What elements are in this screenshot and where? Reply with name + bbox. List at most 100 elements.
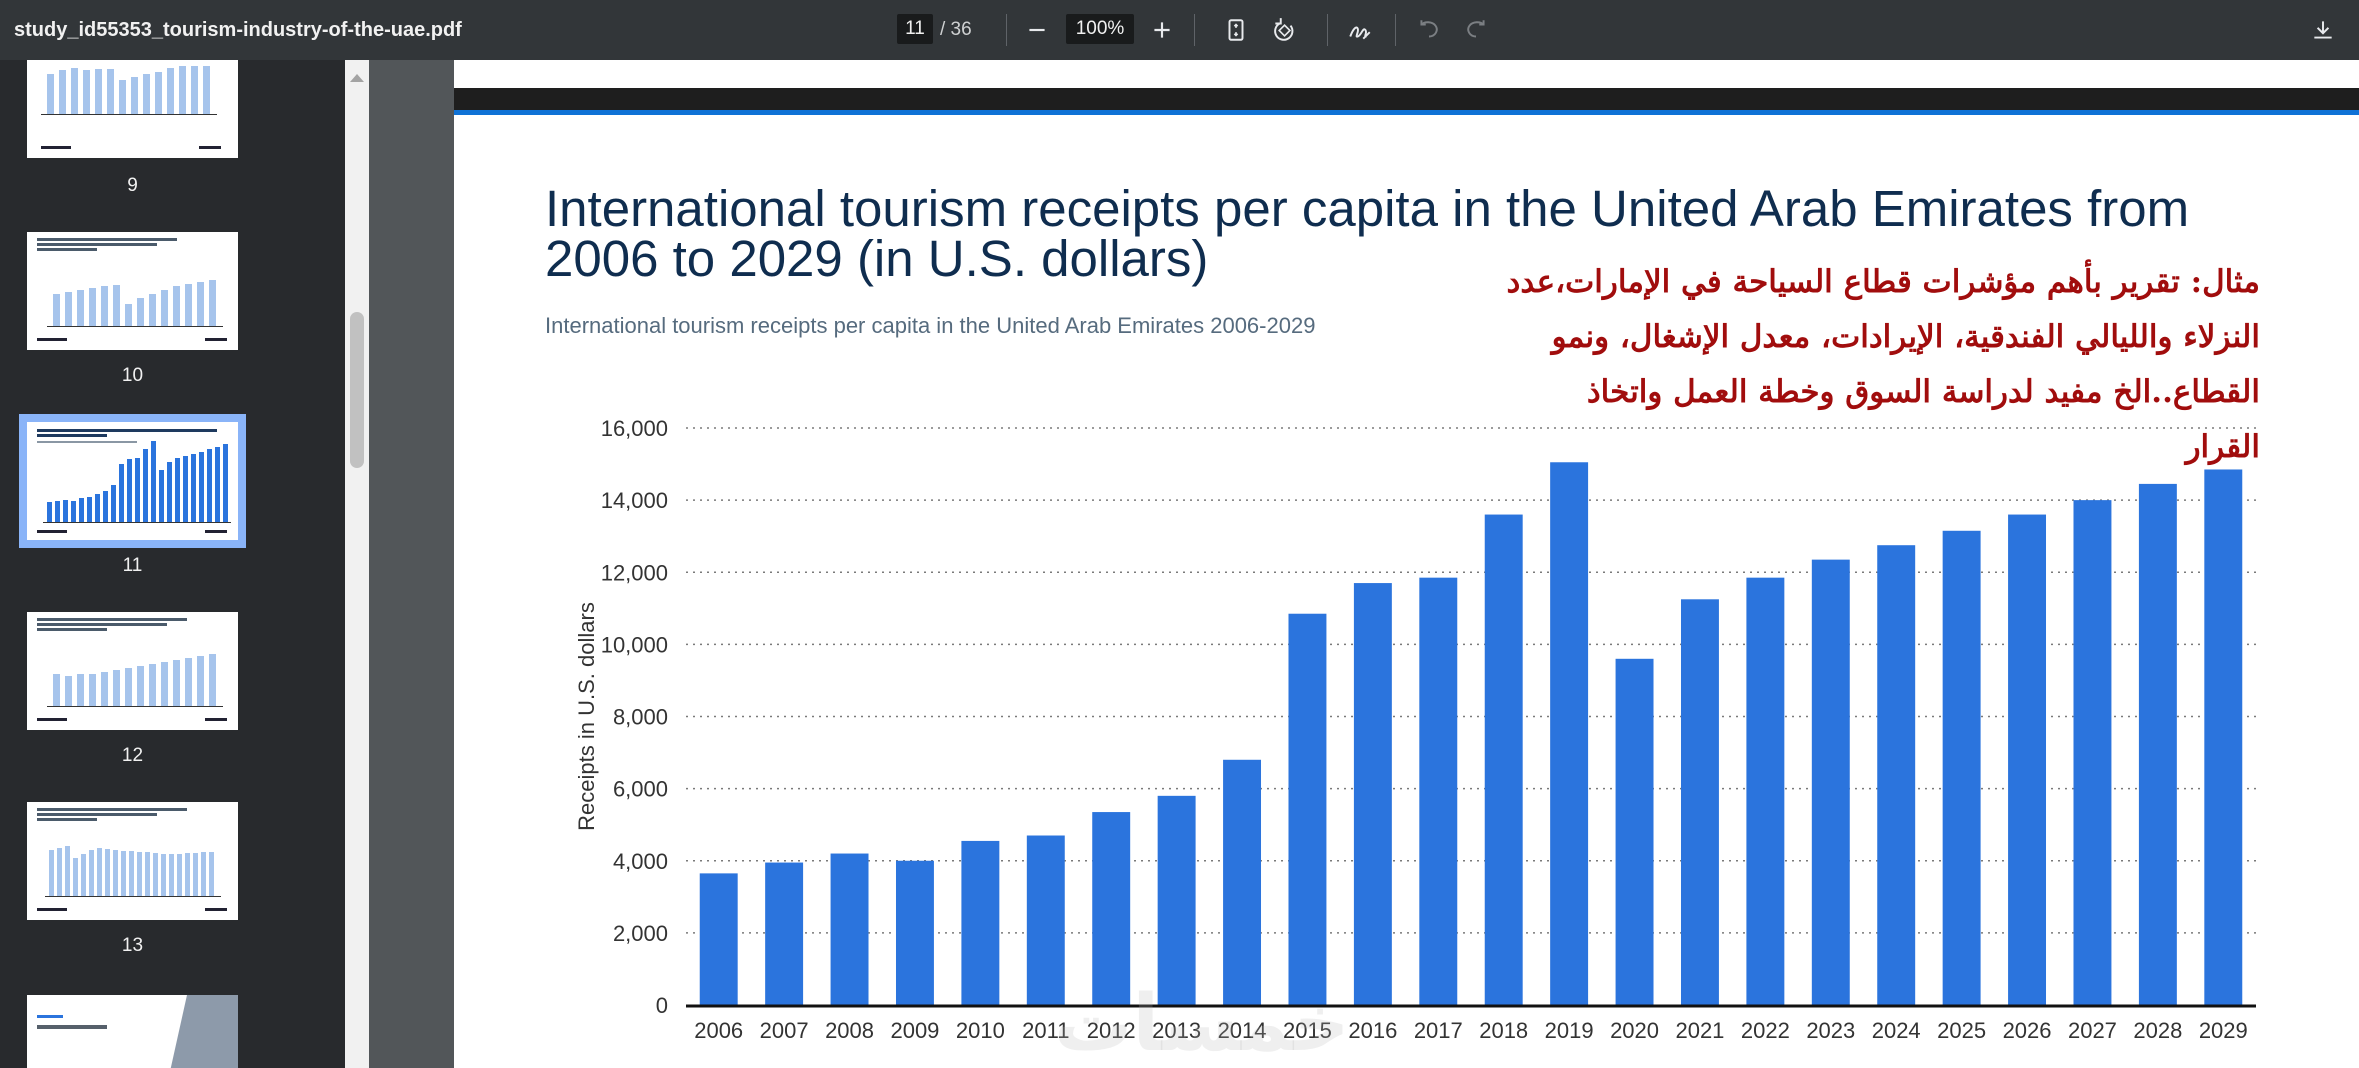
y-tick-label: 14,000	[601, 488, 668, 513]
x-tick-label: 2010	[956, 1018, 1005, 1043]
thumbnail-page-14[interactable]	[27, 995, 238, 1068]
zoom-out-button[interactable]	[1017, 10, 1057, 50]
page-header-accent	[454, 110, 2359, 115]
x-tick-label: 2014	[1218, 1018, 1267, 1043]
thumbnail-page-12[interactable]	[27, 612, 238, 730]
bar-2023[interactable]	[1811, 559, 1850, 1005]
bar-2006[interactable]	[699, 873, 738, 1005]
undo-button[interactable]	[1409, 10, 1449, 50]
y-tick-label: 6,000	[613, 777, 668, 802]
bar-2007[interactable]	[765, 862, 804, 1005]
y-tick-label: 8,000	[613, 705, 668, 730]
x-tick-label: 2027	[2068, 1018, 2117, 1043]
redo-button[interactable]	[1456, 10, 1496, 50]
plus-icon	[1154, 22, 1170, 38]
x-tick-label: 2013	[1152, 1018, 1201, 1043]
bar-2020[interactable]	[1615, 658, 1654, 1005]
thumbnail-preview	[37, 618, 227, 721]
thumbnail-label: 9	[127, 175, 138, 196]
y-tick-label: 4,000	[613, 849, 668, 874]
pdf-page: International tourism receipts per capit…	[454, 60, 2359, 1068]
bar-2019[interactable]	[1550, 462, 1589, 1005]
fit-page-button[interactable]	[1216, 10, 1256, 50]
bar-2016[interactable]	[1353, 583, 1392, 1005]
sidebar-scrollbar-thumb[interactable]	[350, 312, 364, 468]
x-tick-label: 2011	[1022, 1018, 1069, 1043]
bar-2028[interactable]	[2138, 483, 2177, 1006]
document-title: study_id55353_tourism-industry-of-the-ua…	[14, 19, 462, 41]
rotate-icon	[1274, 18, 1294, 41]
thumbnail-page-13[interactable]	[27, 802, 238, 920]
bar-2029[interactable]	[2204, 469, 2243, 1005]
minus-icon	[1029, 28, 1045, 32]
thumbnail-label: 11	[122, 555, 143, 576]
x-tick-label: 2018	[1479, 1018, 1528, 1043]
x-tick-label: 2028	[2133, 1018, 2182, 1043]
thumbnail-label: 10	[121, 365, 144, 386]
annotate-button[interactable]	[1340, 10, 1380, 50]
y-tick-label: 12,000	[601, 560, 668, 585]
bar-2011[interactable]	[1026, 835, 1065, 1005]
y-tick-label: 2,000	[613, 921, 668, 946]
y-tick-label: 16,000	[601, 416, 668, 441]
bar-2021[interactable]	[1680, 599, 1719, 1005]
toolbar-divider	[1395, 14, 1396, 46]
bar-2026[interactable]	[2008, 514, 2047, 1005]
x-tick-label: 2007	[760, 1018, 809, 1043]
bar-2008[interactable]	[830, 853, 869, 1005]
x-tick-label: 2019	[1545, 1018, 1594, 1043]
thumbnail-page-9[interactable]	[27, 60, 238, 158]
page-number-input[interactable]: 11	[897, 14, 933, 44]
zoom-in-button[interactable]	[1142, 10, 1182, 50]
toolbar-divider	[1327, 14, 1328, 46]
x-tick-label: 2015	[1283, 1018, 1332, 1043]
annotate-icon	[1349, 26, 1371, 40]
chart-title: International tourism receipts per capit…	[545, 180, 2190, 287]
thumbnail-preview	[37, 808, 227, 911]
bar-chart: 0 2,000 4,000 6,000 8,000 10,000 12,000 14,000 1…	[574, 416, 2256, 1043]
x-tick-label: 2026	[2003, 1018, 2052, 1043]
x-tick-label: 2024	[1872, 1018, 1921, 1043]
thumbnail-preview	[41, 66, 221, 149]
thumbnail-page-10[interactable]	[27, 232, 238, 350]
thumbnail-page-11[interactable]	[19, 414, 246, 548]
bar-2025[interactable]	[1942, 530, 1981, 1005]
x-tick-label: 2017	[1414, 1018, 1463, 1043]
thumbnail-preview	[37, 429, 231, 533]
scroll-up-arrow-icon[interactable]	[350, 74, 364, 82]
pdf-toolbar: study_id55353_tourism-industry-of-the-ua…	[0, 0, 2359, 60]
bar-2027[interactable]	[2073, 500, 2112, 1005]
bar-2010[interactable]	[961, 840, 1000, 1005]
sidebar-scrollbar[interactable]	[345, 60, 369, 1068]
bar-2014[interactable]	[1223, 759, 1262, 1005]
x-tick-label: 2020	[1610, 1018, 1659, 1043]
bar-2018[interactable]	[1484, 514, 1523, 1005]
bar-2015[interactable]	[1288, 613, 1327, 1005]
y-tick-label: 0	[656, 993, 668, 1018]
thumbnail-label: 12	[121, 745, 144, 766]
thumbnail-sidebar: 9 10 11	[0, 60, 345, 1068]
undo-icon	[1420, 20, 1438, 38]
page-header-band	[454, 88, 2359, 110]
zoom-input[interactable]: 100%	[1066, 14, 1134, 44]
x-tick-label: 2023	[1806, 1018, 1855, 1043]
x-tick-label: 2008	[825, 1018, 874, 1043]
rotate-button[interactable]	[1264, 10, 1304, 50]
download-icon	[2314, 21, 2332, 39]
chart-subtitle: International tourism receipts per capit…	[545, 313, 1316, 338]
y-axis-label: Receipts in U.S. dollars	[574, 602, 599, 831]
x-tick-label: 2016	[1348, 1018, 1397, 1043]
thumbnail-label: 13	[121, 935, 144, 956]
arabic-annotation: مثال: تقرير بأهم مؤشرات قطاع السياحة في …	[1506, 264, 2260, 465]
bar-2012[interactable]	[1092, 812, 1131, 1005]
watermark: خمسات	[1054, 979, 1350, 1067]
x-tick-label: 2029	[2199, 1018, 2248, 1043]
x-tick-label: 2009	[890, 1018, 939, 1043]
bar-2024[interactable]	[1877, 545, 1916, 1005]
bar-2009[interactable]	[895, 860, 934, 1005]
bar-2022[interactable]	[1746, 577, 1785, 1005]
download-button[interactable]	[2303, 10, 2343, 50]
fit-page-icon	[1228, 19, 1244, 41]
bar-2017[interactable]	[1419, 577, 1458, 1005]
bar-2013[interactable]	[1157, 795, 1196, 1005]
